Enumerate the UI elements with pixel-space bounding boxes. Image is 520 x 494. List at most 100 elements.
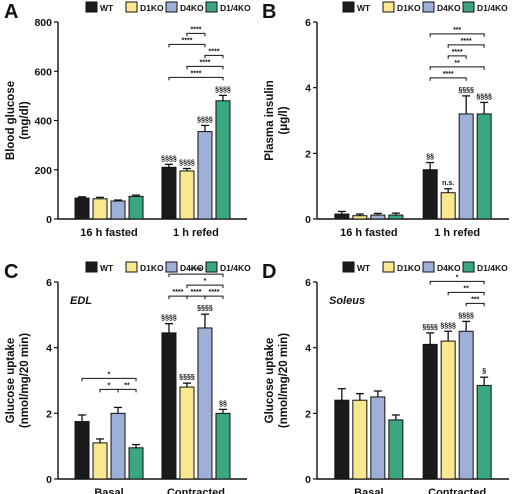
x-category-label: 1 h refed	[434, 227, 480, 239]
bracket-label: ****	[191, 289, 202, 296]
x-category-label: 16 h fasted	[80, 227, 137, 239]
significance-mark: §§	[426, 154, 434, 161]
comparison-bracket	[168, 43, 206, 48]
bar	[476, 384, 492, 480]
bar	[92, 198, 108, 220]
significance-mark: §§§§	[179, 374, 195, 381]
bar	[352, 215, 368, 220]
significance-mark: §§§§	[179, 160, 195, 167]
comparison-bracket	[429, 77, 467, 81]
bar	[110, 412, 126, 480]
significance-mark: §§§§	[458, 87, 474, 94]
comparison-bracket	[204, 54, 224, 59]
bar	[440, 192, 456, 220]
significance-mark: §§§§	[197, 305, 213, 312]
bracket-label: ***	[453, 27, 461, 34]
bar	[458, 330, 474, 480]
legend-label: D4KO	[437, 263, 461, 273]
y-axis-label: (nmol/mg/20 min)	[19, 333, 31, 428]
legend-swatch	[382, 1, 395, 13]
bracket-label: **	[454, 60, 460, 67]
bar	[179, 386, 195, 480]
y-tick-label: 4	[305, 343, 311, 355]
y-tick-label: 6	[305, 17, 311, 29]
legend-swatch	[205, 261, 218, 273]
bar	[334, 399, 350, 480]
bar	[74, 421, 90, 480]
bracket-label: *	[204, 278, 207, 285]
comparison-bracket	[186, 284, 224, 289]
comparison-bracket	[447, 291, 485, 296]
bar	[197, 327, 213, 480]
x-category-label: 16 h fasted	[340, 227, 397, 239]
bar	[476, 113, 492, 220]
significance-mark: §§§§	[215, 86, 231, 93]
y-tick-label: 0	[305, 214, 311, 226]
bar	[215, 100, 231, 220]
comparison-bracket	[117, 388, 137, 393]
comparison-bracket	[168, 76, 224, 81]
panel-annotation: EDL	[70, 295, 92, 307]
bar	[161, 332, 177, 480]
legend-label: WT	[100, 3, 114, 13]
y-tick-label: 800	[34, 17, 52, 29]
bracket-label: ****	[191, 26, 202, 33]
legend-label: D1KO	[140, 3, 164, 13]
y-tick-label: 4	[305, 83, 311, 95]
bar	[388, 214, 404, 220]
comparison-bracket	[447, 44, 485, 48]
significance-mark: §§§§	[458, 312, 474, 319]
bar	[422, 343, 438, 480]
comparison-bracket	[168, 295, 188, 300]
y-tick-label: 200	[34, 165, 52, 177]
bracket-label: ****	[209, 48, 220, 55]
y-tick-label: 0	[46, 214, 52, 226]
bar	[422, 169, 438, 220]
significance-mark: §§§§	[440, 322, 456, 329]
legend-swatch	[85, 1, 98, 13]
legend-label: WT	[100, 263, 114, 273]
legend-swatch	[382, 261, 395, 273]
comparison-bracket	[429, 33, 485, 37]
x-category-label: Basal	[354, 487, 383, 494]
y-tick-label: 400	[34, 116, 52, 128]
bar	[215, 412, 231, 480]
significance-mark: §§§§	[161, 155, 177, 162]
bar	[440, 340, 456, 480]
legend-label: D1KO	[397, 263, 421, 273]
significance-mark: §§	[219, 400, 227, 407]
legend-label: D1/4KO	[220, 263, 251, 273]
x-category-label: Contracted	[167, 487, 225, 494]
comparison-bracket	[447, 55, 467, 59]
legend-swatch	[165, 261, 178, 273]
legend-swatch	[462, 1, 475, 13]
bar	[458, 113, 474, 220]
significance-mark: §	[482, 368, 486, 375]
bracket-label: ***	[471, 296, 479, 303]
bracket-label: ****	[200, 59, 211, 66]
legend-label: D1KO	[140, 263, 164, 273]
panel-A: A WT D1KO D4KO D1/4KO Blood glucose (mg/dl) 0 20…	[4, 1, 251, 239]
comparison-bracket	[465, 302, 485, 307]
bracket-label: ****	[173, 289, 184, 296]
legend-swatch	[125, 1, 138, 13]
bracket-label: ****	[461, 38, 472, 45]
legend-label: D1/4KO	[477, 263, 508, 273]
y-tick-label: 2	[305, 408, 311, 420]
bar	[110, 200, 126, 220]
comparison-bracket	[81, 377, 137, 382]
y-tick-label: 0	[305, 474, 311, 486]
legend-swatch	[125, 261, 138, 273]
bracket-label: *	[108, 382, 111, 389]
legend-swatch	[462, 261, 475, 273]
legend-swatch	[342, 1, 355, 13]
legend-label: D4KO	[437, 3, 461, 13]
bar	[161, 166, 177, 220]
y-tick-label: 4	[46, 343, 52, 355]
bar	[370, 396, 386, 480]
comparison-bracket	[429, 66, 485, 70]
bar	[388, 419, 404, 480]
bar	[352, 399, 368, 480]
legend-swatch	[422, 1, 435, 13]
